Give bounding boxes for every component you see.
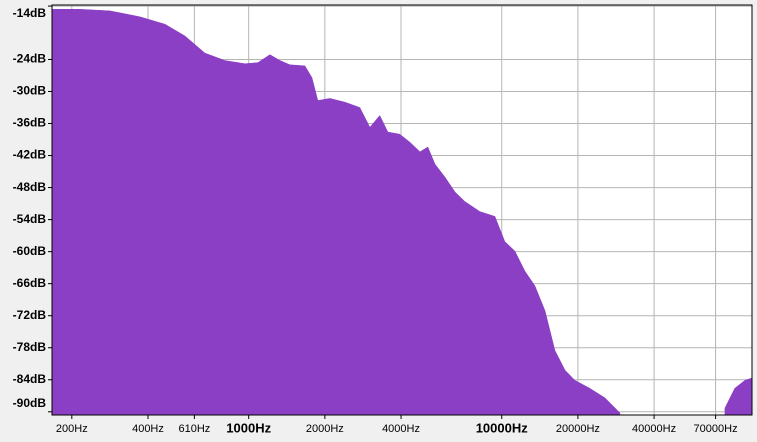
plot-frame — [51, 4, 753, 416]
y-tick-label: -60dB — [13, 244, 47, 258]
y-tick-label: -30dB — [13, 84, 47, 98]
y-tick-label: -24dB — [13, 52, 47, 66]
x-tick-label: 2000Hz — [306, 423, 344, 435]
y-tick-label: -84dB — [13, 372, 47, 386]
y-tick-label: -90dB — [13, 396, 47, 410]
x-tick-label: 20000Hz — [556, 423, 600, 435]
x-tick-label: 70000Hz — [694, 423, 738, 435]
y-tick-label: -72dB — [13, 308, 47, 322]
x-tick-label: 4000Hz — [382, 423, 420, 435]
y-tick-label: -78dB — [13, 340, 47, 354]
x-tick-label: 610Hz — [178, 423, 210, 435]
y-tick-label: -36dB — [13, 116, 47, 130]
x-tick-label: 40000Hz — [632, 423, 676, 435]
y-tick-label: -66dB — [13, 276, 47, 290]
x-tick-label: 1000Hz — [226, 420, 271, 435]
y-tick-label: -48dB — [13, 180, 47, 194]
y-tick-label: -42dB — [13, 148, 47, 162]
y-tick-label: -14dB — [13, 6, 47, 20]
x-tick-label: 200Hz — [56, 423, 88, 435]
x-tick-label: 10000Hz — [476, 420, 529, 435]
x-tick-label: 400Hz — [132, 423, 164, 435]
y-tick-label: -54dB — [13, 212, 47, 226]
